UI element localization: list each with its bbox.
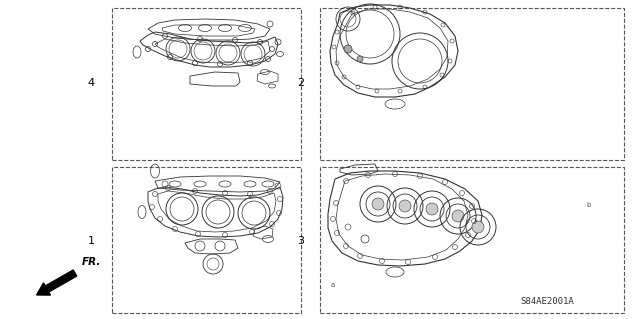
Circle shape bbox=[426, 203, 438, 215]
Circle shape bbox=[399, 200, 411, 212]
Circle shape bbox=[372, 198, 384, 210]
Text: S84AE2001A: S84AE2001A bbox=[520, 297, 574, 306]
Bar bbox=[112, 167, 301, 313]
Bar bbox=[320, 167, 624, 313]
Text: FR.: FR. bbox=[82, 257, 101, 267]
Bar bbox=[112, 8, 301, 160]
Text: a: a bbox=[331, 282, 335, 288]
Text: 4: 4 bbox=[88, 78, 95, 88]
Bar bbox=[320, 8, 624, 160]
Circle shape bbox=[344, 45, 352, 53]
Text: 1: 1 bbox=[88, 236, 95, 246]
Text: b: b bbox=[587, 202, 591, 208]
Circle shape bbox=[452, 210, 464, 222]
FancyArrow shape bbox=[36, 270, 77, 295]
Text: 2: 2 bbox=[297, 78, 304, 88]
Text: 3: 3 bbox=[297, 236, 304, 246]
Circle shape bbox=[472, 221, 484, 233]
Circle shape bbox=[357, 56, 363, 62]
